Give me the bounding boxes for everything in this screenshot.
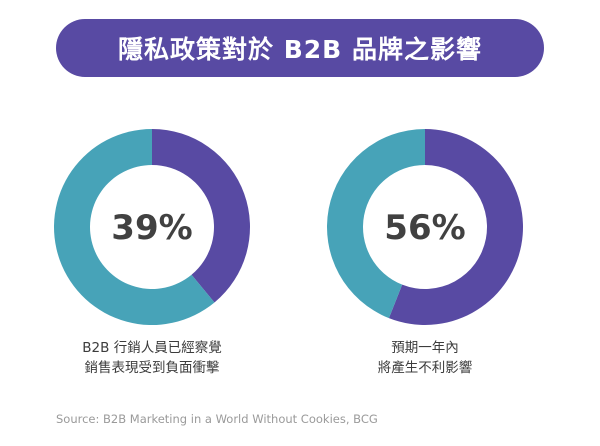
- center-percentage-left: 39%: [111, 208, 192, 248]
- donut-svg-left: 39%: [53, 129, 251, 325]
- caption-right-line-1: 預期一年內: [391, 340, 459, 356]
- center-percentage-right: 56%: [384, 208, 465, 248]
- caption-right-line-2: 將產生不利影響: [377, 360, 473, 376]
- donut-slice-left-0: [152, 129, 251, 303]
- caption-right: 預期一年內 將產生不利影響: [295, 338, 555, 378]
- donut-svg-right: 56%: [326, 129, 523, 325]
- donut-slices-left: [53, 129, 251, 325]
- donut-chart-left: 39%: [52, 127, 252, 327]
- title-banner: 隱私政策對於 B2B 品牌之影響: [56, 19, 544, 77]
- donut-slices-right: [326, 129, 523, 325]
- donut-slice-right-1: [326, 129, 425, 319]
- donut-slice-left-1: [53, 129, 215, 325]
- source-note: Source: B2B Marketing in a World Without…: [56, 412, 378, 426]
- donut-slice-right-0: [388, 129, 523, 325]
- page-title: 隱私政策對於 B2B 品牌之影響: [118, 35, 482, 64]
- caption-left: B2B 行銷人員已經察覺 銷售表現受到負面衝擊: [22, 338, 282, 378]
- donut-chart-right: 56%: [325, 127, 525, 327]
- caption-left-line-2: 銷售表現受到負面衝擊: [84, 360, 220, 376]
- caption-left-line-1: B2B 行銷人員已經察覺: [82, 340, 222, 356]
